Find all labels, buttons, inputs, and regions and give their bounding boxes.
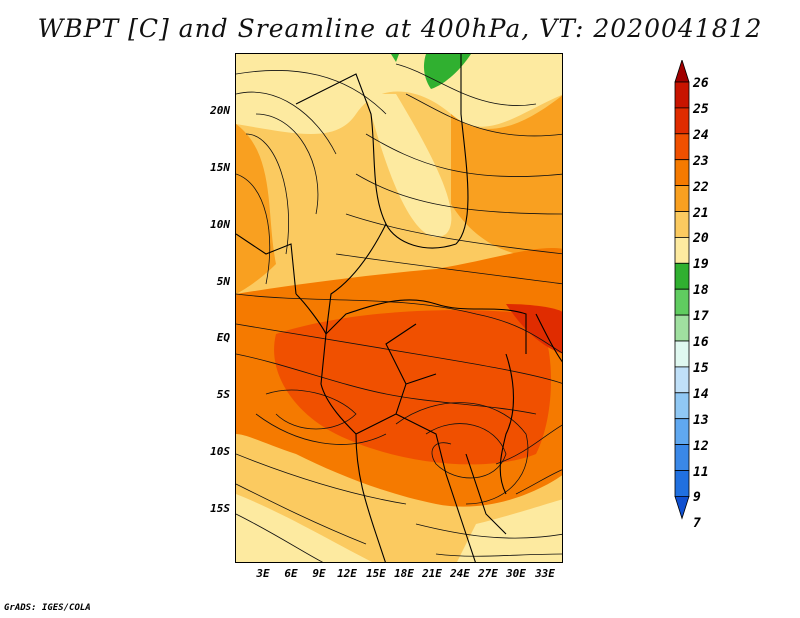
colorbar-label: 25 (693, 101, 709, 117)
colorbar-label: 17 (693, 309, 709, 325)
colorbar-label: 11 (693, 464, 709, 480)
colorbar-swatch (674, 470, 690, 497)
colorbar-swatch (674, 159, 690, 186)
colorbar-swatch (674, 495, 690, 520)
colorbar-swatch (674, 340, 690, 368)
lat-label-10n: 10N (210, 218, 230, 231)
lat-label-10s: 10S (210, 445, 230, 458)
colorbar-swatch (674, 185, 690, 212)
lon-label-3e: 3E (256, 567, 270, 580)
colorbar-swatch (674, 81, 690, 109)
lon-label-15e: 15E (366, 567, 386, 580)
lon-label-18e: 18E (394, 567, 414, 580)
lat-label-15s: 15S (210, 502, 230, 515)
wbpt-field (236, 54, 562, 562)
colorbar-label: 21 (693, 205, 709, 221)
colorbar-swatch (674, 211, 690, 238)
streamlines (236, 63, 562, 562)
lon-label-9e: 9E (312, 567, 326, 580)
colorbar-swatch (674, 366, 690, 394)
colorbar-swatch (674, 444, 690, 471)
lon-label-33e: 33E (535, 567, 555, 580)
colorbar-swatch (674, 392, 690, 420)
lon-label-6e: 6E (284, 567, 298, 580)
colorbar-label: 23 (693, 153, 709, 169)
lon-label-27e: 27E (478, 567, 498, 580)
colorbar-swatch (674, 418, 690, 446)
colorbar-swatch (674, 262, 690, 290)
colorbar (674, 60, 690, 520)
lat-label-5s: 5S (216, 388, 230, 401)
colorbar-swatch (674, 60, 690, 83)
colorbar-label: 16 (693, 335, 709, 350)
lon-label-21e: 21E (422, 567, 442, 580)
grads-footer: GrADS: IGES/COLA (4, 603, 91, 613)
lat-label-20n: 20N (210, 104, 230, 117)
colorbar-label: 9 (693, 490, 701, 506)
colorbar-label: 13 (693, 412, 709, 428)
colorbar-label: 15 (693, 360, 709, 376)
country-borders (236, 54, 562, 562)
map-panel (235, 53, 563, 563)
colorbar-swatch (674, 288, 690, 316)
colorbar-label: 7 (693, 516, 701, 532)
chart-title: WBPT [C] and Sreamline at 400hPa, VT: 20… (37, 14, 763, 43)
colorbar-label: 20 (693, 231, 709, 247)
lat-label-5n: 5N (216, 275, 230, 288)
colorbar-label: 14 (693, 386, 709, 402)
colorbar-label: 18 (693, 283, 709, 299)
colorbar-label: 26 (693, 76, 709, 91)
lon-label-30e: 30E (506, 567, 526, 580)
lat-label-eq: EQ (216, 331, 230, 344)
colorbar-label: 12 (693, 438, 709, 454)
lat-label-15n: 15N (210, 161, 230, 174)
colorbar-swatch (674, 133, 690, 161)
colorbar-swatch (674, 314, 690, 342)
lon-label-24e: 24E (450, 567, 470, 580)
colorbar-swatch (674, 107, 690, 135)
colorbar-label: 19 (693, 257, 709, 273)
colorbar-label: 24 (693, 127, 709, 143)
colorbar-swatch (674, 236, 690, 264)
lon-label-12e: 12E (337, 567, 357, 580)
colorbar-label: 22 (693, 179, 709, 195)
